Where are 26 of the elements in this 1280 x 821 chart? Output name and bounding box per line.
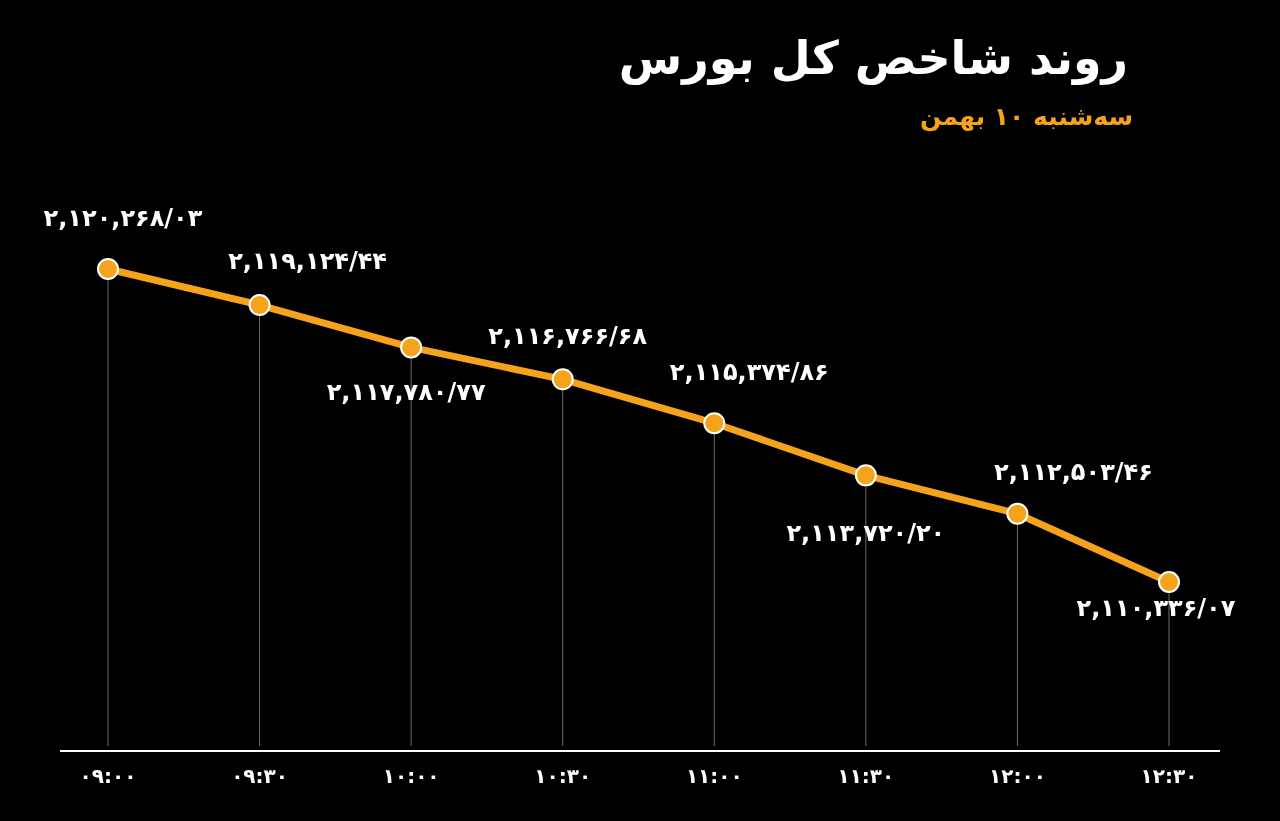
x-tick-label: ۱۱:۰۰ xyxy=(685,764,743,789)
data-label: ۲,۱۱۷,۷۸۰/۷۷ xyxy=(326,377,486,406)
x-tick-label: ۱۰:۳۰ xyxy=(534,764,592,789)
chart-title: روند شاخص کل بورس xyxy=(618,30,1128,85)
data-label: ۲,۱۱۵,۳۷۴/۸۶ xyxy=(669,358,829,387)
data-label: ۲,۱۲۰,۲۶۸/۰۳ xyxy=(43,204,203,233)
data-label: ۲,۱۱۲,۵۰۳/۴۶ xyxy=(994,457,1153,486)
data-label: ۲,۱۱۳,۷۲۰/۲۰ xyxy=(786,518,946,547)
point xyxy=(400,336,423,359)
point xyxy=(97,258,119,280)
point xyxy=(248,294,271,317)
x-tick-label: ۰۹:۳۰ xyxy=(231,764,288,789)
point xyxy=(854,464,877,487)
x-tick-label: ۰۹:۰۰ xyxy=(79,764,137,789)
chart-subtitle: سه‌شنبه ۱۰ بهمن xyxy=(919,101,1133,132)
point xyxy=(1006,502,1029,525)
data-label: ۲,۱۱۹,۱۲۴/۴۴ xyxy=(228,247,387,276)
x-tick-label: ۱۲:۰۰ xyxy=(989,764,1046,789)
data-label: ۲,۱۱۰,۳۳۶/۰۷ xyxy=(1076,594,1236,623)
point xyxy=(703,412,726,435)
point xyxy=(551,368,574,391)
x-tick-label: ۱۰:۰۰ xyxy=(382,764,440,789)
point xyxy=(1158,571,1180,593)
x-tick-label: ۱۲:۳۰ xyxy=(1140,764,1198,789)
data-label: ۲,۱۱۶,۷۶۶/۶۸ xyxy=(488,321,648,350)
x-tick-label: ۱۱:۳۰ xyxy=(837,764,895,789)
